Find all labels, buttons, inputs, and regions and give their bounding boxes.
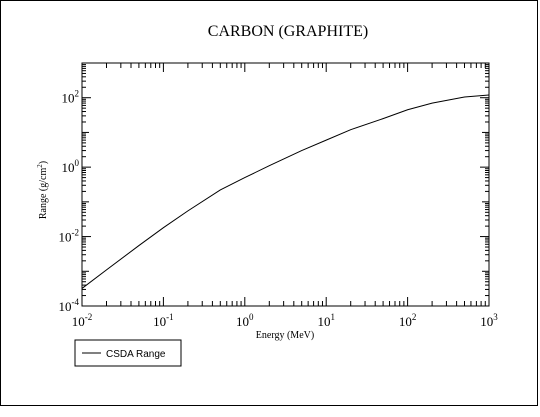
x-tick-label-base: 10 bbox=[72, 314, 85, 329]
major-ticks bbox=[81, 62, 490, 307]
legend: CSDA Range bbox=[74, 339, 182, 367]
minor-ticks bbox=[82, 63, 489, 306]
y-axis-label-sup: 2 bbox=[36, 164, 44, 168]
y-tick-label-exp: -2 bbox=[72, 228, 80, 238]
legend-entry-csda-range: CSDA Range bbox=[106, 349, 166, 360]
x-tick-label-exp: 0 bbox=[249, 312, 254, 322]
x-tick-label-exp: 1 bbox=[330, 312, 335, 322]
y-tick-label: 102 bbox=[62, 89, 80, 106]
x-tick-label-exp: 3 bbox=[493, 312, 498, 322]
x-tick-label: 101 bbox=[317, 312, 335, 329]
x-tick-label-exp: 2 bbox=[412, 312, 417, 322]
y-tick-label: 10-4 bbox=[59, 297, 80, 314]
x-tick-label-base: 10 bbox=[480, 314, 493, 329]
y-axis-label-prefix: Range (g/cm bbox=[38, 168, 49, 220]
x-tick-labels: 10-2 10-1 100 101 102 103 bbox=[72, 312, 499, 329]
y-tick-label-exp: -4 bbox=[72, 297, 80, 307]
y-axis-label-suffix: ) bbox=[38, 161, 49, 164]
y-axis-label: Range (g/cm2) bbox=[36, 161, 49, 219]
y-tick-label-exp: 2 bbox=[75, 89, 80, 99]
csda-range-line bbox=[81, 94, 490, 289]
chart-title: CARBON (GRAPHITE) bbox=[208, 23, 368, 40]
y-tick-label-base: 10 bbox=[62, 160, 75, 175]
x-tick-label: 10-2 bbox=[72, 312, 93, 329]
x-tick-label: 103 bbox=[480, 312, 498, 329]
x-tick-label-exp: -1 bbox=[166, 312, 174, 322]
y-tick-label-base: 10 bbox=[59, 230, 72, 245]
plot-area bbox=[81, 62, 490, 307]
x-tick-label: 10-1 bbox=[153, 312, 174, 329]
x-tick-label: 102 bbox=[399, 312, 417, 329]
x-tick-label-exp: -2 bbox=[85, 312, 93, 322]
y-tick-label-base: 10 bbox=[59, 299, 72, 314]
y-tick-label: 10-2 bbox=[59, 228, 80, 245]
x-tick-label: 100 bbox=[236, 312, 254, 329]
y-tick-label-base: 10 bbox=[62, 91, 75, 106]
x-tick-label-base: 10 bbox=[236, 314, 249, 329]
x-axis-label: Energy (MeV) bbox=[256, 330, 314, 341]
x-tick-label-base: 10 bbox=[317, 314, 330, 329]
x-tick-label-base: 10 bbox=[399, 314, 412, 329]
y-tick-label-exp: 0 bbox=[75, 158, 80, 168]
x-tick-label-base: 10 bbox=[153, 314, 166, 329]
y-tick-label: 100 bbox=[62, 158, 80, 175]
